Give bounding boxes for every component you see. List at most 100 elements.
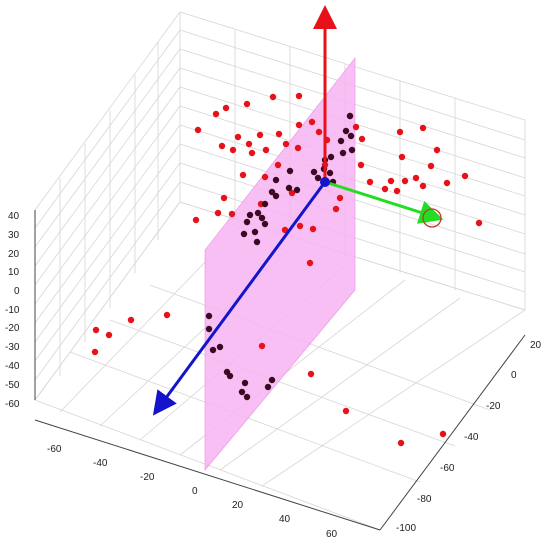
red-data-point bbox=[288, 189, 296, 197]
red-data-point bbox=[336, 194, 344, 202]
x-tick-label: -60 bbox=[47, 444, 62, 455]
x-tick-label: 60 bbox=[326, 529, 338, 540]
dark-data-point bbox=[258, 214, 266, 222]
red-data-point bbox=[214, 209, 222, 217]
red-data-point bbox=[306, 259, 314, 267]
dark-data-point bbox=[348, 146, 356, 154]
dark-data-point bbox=[310, 168, 318, 176]
red-data-point bbox=[220, 194, 228, 202]
red-data-point bbox=[275, 130, 283, 138]
red-data-point bbox=[398, 153, 406, 161]
x-tick-label: 0 bbox=[192, 486, 198, 497]
red-data-point bbox=[281, 226, 289, 234]
red-data-point bbox=[222, 104, 230, 112]
red-data-point bbox=[332, 205, 340, 213]
dark-data-point bbox=[272, 176, 280, 184]
red-data-point bbox=[163, 311, 171, 319]
red-data-point bbox=[91, 348, 99, 356]
dark-data-point bbox=[254, 209, 262, 217]
x-tick-labels: -60 -40 -20 0 20 40 60 bbox=[47, 444, 338, 540]
red-data-point bbox=[269, 93, 277, 101]
dark-data-point bbox=[243, 393, 251, 401]
red-data-point bbox=[294, 144, 302, 152]
red-data-point bbox=[258, 342, 266, 350]
red-data-point bbox=[461, 172, 469, 180]
dark-data-point bbox=[286, 167, 294, 175]
z-tick-label: -40 bbox=[5, 361, 20, 372]
red-data-point bbox=[357, 161, 365, 169]
red-data-point bbox=[92, 326, 100, 334]
red-data-point bbox=[245, 140, 253, 148]
red-data-point bbox=[352, 123, 360, 131]
red-data-point bbox=[229, 146, 237, 154]
dark-data-point bbox=[226, 372, 234, 380]
dark-data-point bbox=[238, 388, 246, 396]
dark-data-point bbox=[261, 220, 269, 228]
red-data-point bbox=[105, 331, 113, 339]
red-data-point bbox=[295, 92, 303, 100]
z-tick-label: -50 bbox=[5, 380, 20, 391]
z-tick-label: 40 bbox=[8, 211, 20, 222]
y-tick-label: -40 bbox=[464, 432, 479, 443]
y-tick-label: -60 bbox=[440, 463, 455, 474]
z-tick-label: -30 bbox=[5, 342, 20, 353]
red-data-point bbox=[296, 222, 304, 230]
y-axis-line bbox=[379, 334, 526, 531]
dark-data-point bbox=[261, 200, 269, 208]
red-data-point bbox=[427, 162, 435, 170]
dark-data-point bbox=[326, 169, 334, 177]
red-data-point bbox=[475, 219, 483, 227]
red-data-point bbox=[315, 128, 323, 136]
x-tick-label: -20 bbox=[140, 472, 155, 483]
vectors bbox=[152, 5, 444, 416]
x-axis-line bbox=[34, 419, 381, 531]
dark-data-point bbox=[342, 127, 350, 135]
dark-data-point bbox=[241, 379, 249, 387]
red-data-point bbox=[358, 135, 366, 143]
x-tick-label: -40 bbox=[93, 458, 108, 469]
dark-data-point bbox=[268, 376, 276, 384]
dark-data-point bbox=[216, 343, 224, 351]
red-data-point bbox=[274, 161, 282, 169]
dark-data-point bbox=[327, 153, 335, 161]
y-tick-label: -80 bbox=[417, 494, 432, 505]
red-data-point bbox=[439, 430, 447, 438]
red-data-point bbox=[393, 187, 401, 195]
red-data-point bbox=[282, 140, 290, 148]
dark-data-point bbox=[346, 112, 354, 120]
red-data-point bbox=[433, 146, 441, 154]
dark-data-point bbox=[205, 312, 213, 320]
z-tick-label: -20 bbox=[5, 323, 20, 334]
red-data-point bbox=[239, 171, 247, 179]
red-data-point bbox=[243, 100, 251, 108]
dark-data-point bbox=[240, 230, 248, 238]
dark-data-point bbox=[246, 211, 254, 219]
z-tick-label: 10 bbox=[8, 267, 20, 278]
z-tick-label: -10 bbox=[5, 305, 20, 316]
x-tick-label: 20 bbox=[232, 500, 244, 511]
dark-data-point bbox=[339, 149, 347, 157]
z-tick-label: 0 bbox=[14, 286, 20, 297]
z-tick-label: 30 bbox=[8, 230, 20, 241]
blue-vector-arrow bbox=[152, 181, 327, 416]
green-vector-tip-circle bbox=[422, 208, 442, 228]
dark-data-point bbox=[253, 238, 261, 246]
z-tick-label: -60 bbox=[5, 399, 20, 410]
dark-data-point bbox=[243, 218, 251, 226]
red-data-point bbox=[381, 185, 389, 193]
red-data-point bbox=[401, 177, 409, 185]
red-data-point bbox=[443, 179, 451, 187]
dark-data-point bbox=[285, 184, 293, 192]
plane bbox=[204, 57, 356, 471]
dark-data-point bbox=[272, 192, 280, 200]
red-data-point bbox=[248, 149, 256, 157]
red-data-point bbox=[262, 146, 270, 154]
dark-data-point bbox=[337, 137, 345, 145]
dark-data-point bbox=[205, 325, 213, 333]
red-data-point bbox=[396, 128, 404, 136]
y-tick-label: -100 bbox=[396, 523, 416, 534]
y-tick-labels: 20 0 -20 -40 -60 -80 -100 bbox=[396, 340, 542, 534]
dark-data-point bbox=[293, 186, 301, 194]
red-data-point bbox=[419, 182, 427, 190]
axes bbox=[34, 210, 526, 531]
